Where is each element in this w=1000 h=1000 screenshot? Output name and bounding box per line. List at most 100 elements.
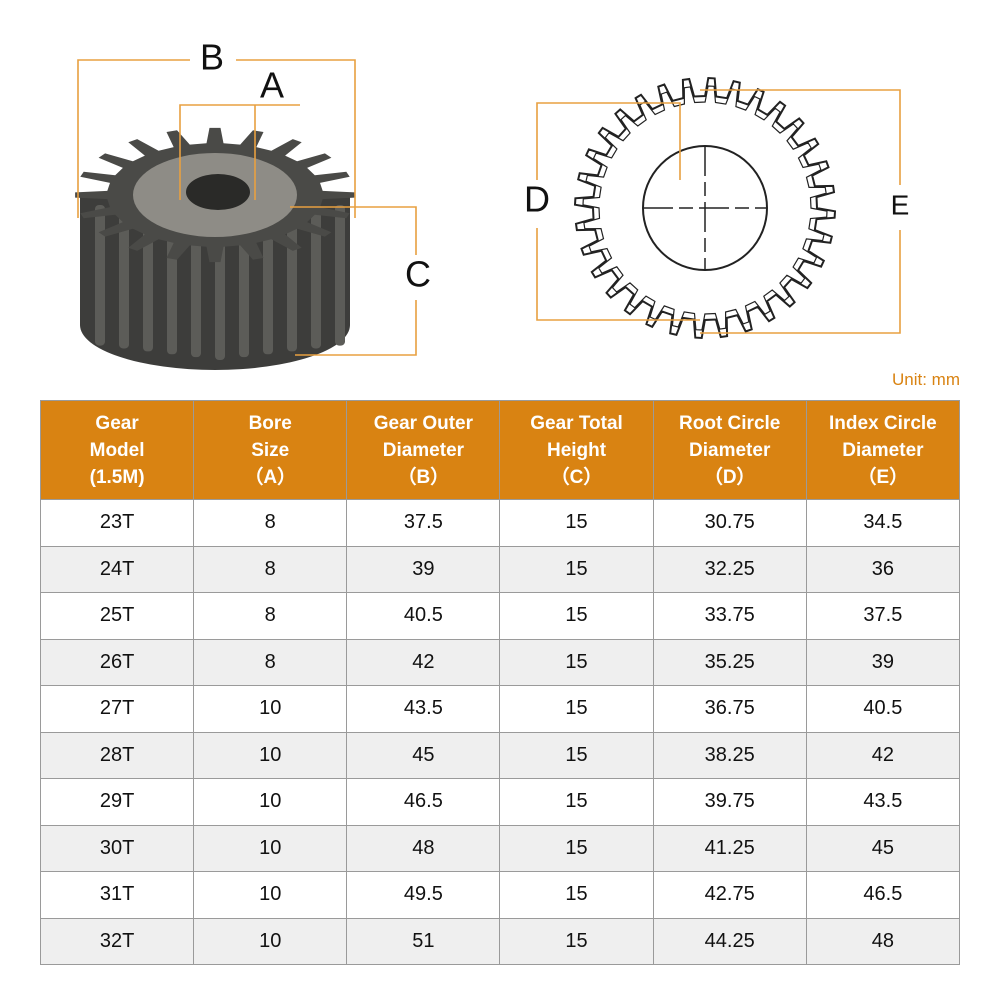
table-row: 23T 8 37.5 15 30.75 34.5 xyxy=(39,499,961,547)
table-row: 24T 8 39 15 32.25 36 xyxy=(39,545,961,593)
table-cell: 8 xyxy=(193,499,348,547)
header-cell: Index Circle Diameter （E） xyxy=(805,400,961,500)
header-cell: Bore Size （A） xyxy=(193,400,348,500)
table-cell: 37.5 xyxy=(346,499,501,547)
dimension-a xyxy=(179,104,300,200)
header-line: Size xyxy=(251,439,290,461)
table-cell: 27T xyxy=(39,685,195,733)
centerlines xyxy=(643,146,767,270)
table-cell: 39.75 xyxy=(652,778,807,826)
table-cell: 15 xyxy=(499,824,654,872)
tooth-ridge xyxy=(263,205,273,355)
table-cell: 46.5 xyxy=(805,871,961,919)
unit-note: Unit: mm xyxy=(892,370,960,389)
table-cell: 32T xyxy=(39,917,195,965)
tooth-ridge xyxy=(119,205,129,349)
table-cell: 15 xyxy=(499,685,654,733)
header-line: Diameter xyxy=(842,439,924,461)
header-line: （B） xyxy=(397,466,450,488)
table-cell: 15 xyxy=(499,499,654,547)
table-cell: 15 xyxy=(499,592,654,640)
table-cell: 34.5 xyxy=(805,499,961,547)
header-cell: Gear Model (1.5M) xyxy=(39,400,195,500)
table-cell: 15 xyxy=(499,545,654,593)
header-line: （D） xyxy=(703,466,756,488)
header-row: Gear Model (1.5M) Bore Size （A） Gear Outer Diam… xyxy=(39,400,961,500)
table-cell: 38.25 xyxy=(652,731,807,779)
table-cell: 43.5 xyxy=(346,685,501,733)
table-row: 27T 10 43.5 15 36.75 40.5 xyxy=(39,685,961,733)
dimension-c xyxy=(290,206,417,356)
table-cell: 10 xyxy=(193,871,348,919)
table-row: 32T 10 51 15 44.25 48 xyxy=(39,917,961,965)
header-line: （A） xyxy=(244,466,297,488)
table-cell: 45 xyxy=(346,731,501,779)
header-line: Diameter xyxy=(382,439,465,461)
table-cell: 31T xyxy=(39,871,195,919)
tooth-ridge xyxy=(335,205,345,346)
table-cell: 15 xyxy=(499,778,654,826)
spec-table: Gear Model (1.5M) Bore Size （A） Gear Outer Diam… xyxy=(39,400,961,965)
table-cell: 10 xyxy=(193,685,348,733)
header-cell: Gear Total Height （C） xyxy=(499,400,654,500)
table-row: 29T 10 46.5 15 39.75 43.5 xyxy=(39,778,961,826)
table-cell: 8 xyxy=(193,592,348,640)
table-cell: 49.5 xyxy=(346,871,501,919)
header-line: Index Circle xyxy=(829,412,937,434)
bore xyxy=(186,174,250,210)
dimension-b xyxy=(77,59,356,218)
table-cell: 40.5 xyxy=(805,685,961,733)
header-line: （E） xyxy=(857,466,909,488)
table-cell: 36 xyxy=(805,545,961,593)
table-row: 25T 8 40.5 15 33.75 37.5 xyxy=(39,592,961,640)
table-cell: 36.75 xyxy=(652,685,807,733)
table-cell: 51 xyxy=(346,917,501,965)
table-row: 30T 10 48 15 41.25 45 xyxy=(39,824,961,872)
table-cell: 23T xyxy=(39,499,195,547)
table-cell: 32.25 xyxy=(652,545,807,593)
table-cell: 15 xyxy=(499,638,654,686)
header-cell: Root Circle Diameter （D） xyxy=(652,400,807,500)
table-cell: 44.25 xyxy=(652,917,807,965)
table-cell: 8 xyxy=(193,638,348,686)
gear-outline xyxy=(573,76,837,340)
header-line: Model xyxy=(89,439,145,461)
label-b: B xyxy=(200,37,224,78)
gear-photo xyxy=(75,127,355,370)
label-a: A xyxy=(260,65,284,106)
header-line: Height xyxy=(546,439,607,461)
table-cell: 30T xyxy=(39,824,195,872)
table-row: 28T 10 45 15 38.25 42 xyxy=(39,731,961,779)
table-cell: 10 xyxy=(193,731,348,779)
diagram: B A C D E xyxy=(75,37,910,370)
table-cell: 15 xyxy=(499,731,654,779)
header-cell: Gear Outer Diameter （B） xyxy=(346,400,501,500)
table-cell: 30.75 xyxy=(652,499,807,547)
outline-teeth-inner xyxy=(582,85,828,331)
table-cell: 39 xyxy=(346,545,501,593)
table-cell: 48 xyxy=(805,917,961,965)
table-cell: 42.75 xyxy=(652,871,807,919)
table-cell: 45 xyxy=(805,824,961,872)
table-cell: 26T xyxy=(39,638,195,686)
tooth-ridge xyxy=(95,205,105,346)
table-cell: 42 xyxy=(805,731,961,779)
header-line: Diameter xyxy=(689,439,771,461)
table-cell: 28T xyxy=(39,731,195,779)
header-line: Gear xyxy=(95,412,139,434)
label-e: E xyxy=(891,189,910,220)
header-line: Gear Total xyxy=(530,412,623,434)
table-cell: 46.5 xyxy=(346,778,501,826)
label-c: C xyxy=(405,254,431,295)
table-body: 23T 8 37.5 15 30.75 34.5 24T 8 39 15 32.25 36 25T 8 40… xyxy=(39,499,961,965)
tooth-ridge xyxy=(311,205,321,349)
table-cell: 42 xyxy=(346,638,501,686)
table-cell: 37.5 xyxy=(805,592,961,640)
header-line: (1.5M) xyxy=(89,466,145,488)
table-cell: 25T xyxy=(39,592,195,640)
table-cell: 29T xyxy=(39,778,195,826)
table-cell: 10 xyxy=(193,824,348,872)
table-cell: 8 xyxy=(193,545,348,593)
table-cell: 15 xyxy=(499,871,654,919)
